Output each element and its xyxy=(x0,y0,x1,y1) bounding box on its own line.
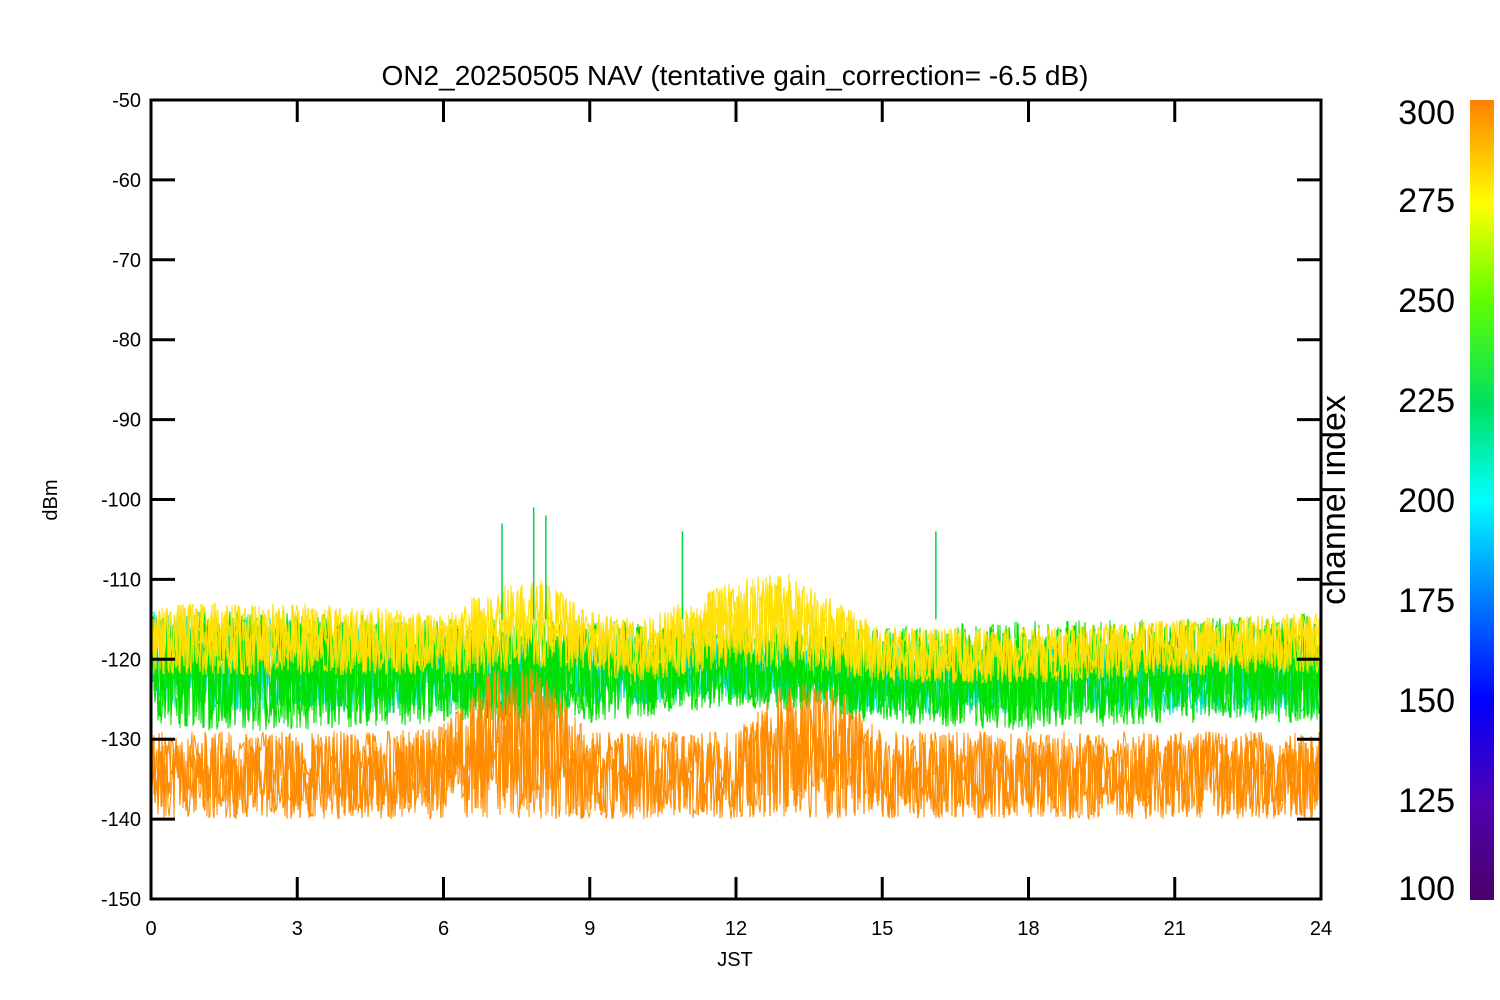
series-trace xyxy=(151,576,1321,685)
chart-title: ON2_20250505 NAV (tentative gain_correct… xyxy=(382,60,1089,91)
colorbar-tick-label: 100 xyxy=(1398,870,1455,908)
colorbar-tick-label: 150 xyxy=(1398,682,1455,720)
x-tick-label: 9 xyxy=(584,918,595,940)
colorbar-tick-label: 200 xyxy=(1398,482,1455,520)
series-trace xyxy=(151,668,1321,821)
y-tick-label: -70 xyxy=(112,250,141,272)
y-tick-label: -150 xyxy=(101,889,141,911)
x-tick-label: 15 xyxy=(871,918,893,940)
y-axis-label: dBm xyxy=(40,479,62,520)
colorbar-ticks: 300 275 250 225 200 175 150 125 100 xyxy=(1398,94,1455,908)
x-tick-label: 12 xyxy=(725,918,747,940)
series-trace xyxy=(151,573,1321,683)
y-tick-label: -100 xyxy=(101,490,141,512)
plot-data xyxy=(151,507,1321,821)
x-tick-label: 6 xyxy=(438,918,449,940)
y-tick-label: -80 xyxy=(112,330,141,352)
y-axis: -50 -60 -70 -80 -90 -100 -110 -120 -130 -140 -150 xyxy=(101,90,1321,911)
series-1 xyxy=(151,573,1321,685)
y-tick-label: -60 xyxy=(112,170,141,192)
y-tick-label: -110 xyxy=(102,569,141,591)
y-tick-label: -50 xyxy=(112,90,141,112)
colorbar-tick-label: 275 xyxy=(1398,182,1455,220)
colorbar-label: channel index xyxy=(1315,395,1353,605)
y-tick-label: -120 xyxy=(101,649,141,671)
colorbar-tick-label: 175 xyxy=(1398,582,1455,620)
y-tick-label: -130 xyxy=(101,729,141,751)
spikes xyxy=(501,507,937,620)
y-tick-label: -90 xyxy=(112,410,141,432)
series-trace xyxy=(151,675,1321,820)
x-tick-label: 18 xyxy=(1017,918,1039,940)
x-axis-label: JST xyxy=(717,949,753,971)
series-0 xyxy=(151,668,1321,821)
series-trace xyxy=(151,669,1321,820)
x-tick-label: 3 xyxy=(292,918,303,940)
x-axis: 0 3 6 9 12 15 18 21 24 xyxy=(145,100,1332,940)
colorbar-tick-label: 250 xyxy=(1398,282,1455,320)
x-tick-label: 21 xyxy=(1164,918,1186,940)
colorbar-tick-label: 300 xyxy=(1398,94,1455,132)
colorbar xyxy=(1470,100,1494,900)
x-tick-label: 0 xyxy=(145,918,156,940)
colorbar-tick-label: 225 xyxy=(1398,382,1455,420)
colorbar-tick-label: 125 xyxy=(1398,782,1455,820)
y-tick-label: -140 xyxy=(101,809,141,831)
x-tick-label: 24 xyxy=(1310,918,1332,940)
